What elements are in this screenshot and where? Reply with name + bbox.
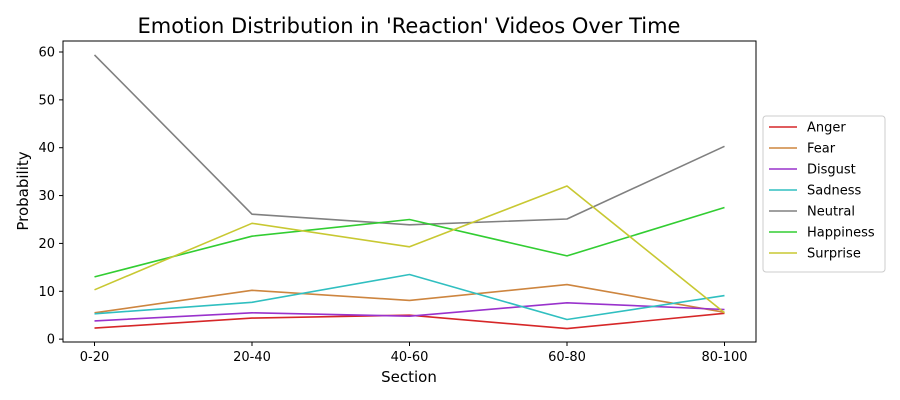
plot-frame (62, 40, 757, 343)
plot-area (93, 54, 726, 330)
legend-label-fear: Fear (807, 142, 836, 157)
y-tick-label: 50 (38, 93, 55, 108)
legend-box (762, 115, 886, 273)
series-line-disgust (94, 301, 725, 322)
legend-label-anger: Anger (807, 121, 846, 136)
legend-label-sadness: Sadness (807, 184, 861, 199)
y-axis-title: Probability (14, 151, 32, 230)
x-axis: 0-20 20-40 40-60 60-80 80-100 (80, 342, 748, 365)
y-tick-label: 10 (38, 285, 55, 300)
series-line-anger (94, 312, 725, 330)
y-tick-label: 30 (38, 189, 55, 204)
legend-label-happiness: Happiness (807, 226, 875, 241)
legend-label-surprise: Surprise (807, 247, 861, 262)
y-tick-label: 40 (38, 141, 55, 156)
series-line-happiness (94, 206, 725, 278)
legend-label-neutral: Neutral (807, 205, 855, 220)
y-axis: 0 10 20 30 40 50 60 (38, 46, 63, 348)
series-line-fear (94, 283, 725, 314)
y-tick-label: 20 (38, 237, 55, 252)
legend-label-disgust: Disgust (807, 163, 856, 178)
x-tick-label: 60-80 (548, 350, 586, 365)
x-tick-label: 80-100 (701, 350, 747, 365)
x-axis-title: Section (381, 368, 437, 386)
x-tick-label: 0-20 (80, 350, 110, 365)
y-tick-label: 0 (47, 333, 55, 348)
series-line-surprise (94, 185, 726, 314)
y-tick-label: 60 (38, 46, 55, 61)
x-tick-label: 20-40 (233, 350, 271, 365)
chart-title: Emotion Distribution in 'Reaction' Video… (138, 14, 681, 38)
series-line-sadness (94, 273, 725, 321)
x-tick-label: 40-60 (391, 350, 429, 365)
legend: Anger Fear Disgust Sadness Neutral Happiness S… (762, 115, 886, 273)
series-line-neutral (93, 54, 725, 226)
